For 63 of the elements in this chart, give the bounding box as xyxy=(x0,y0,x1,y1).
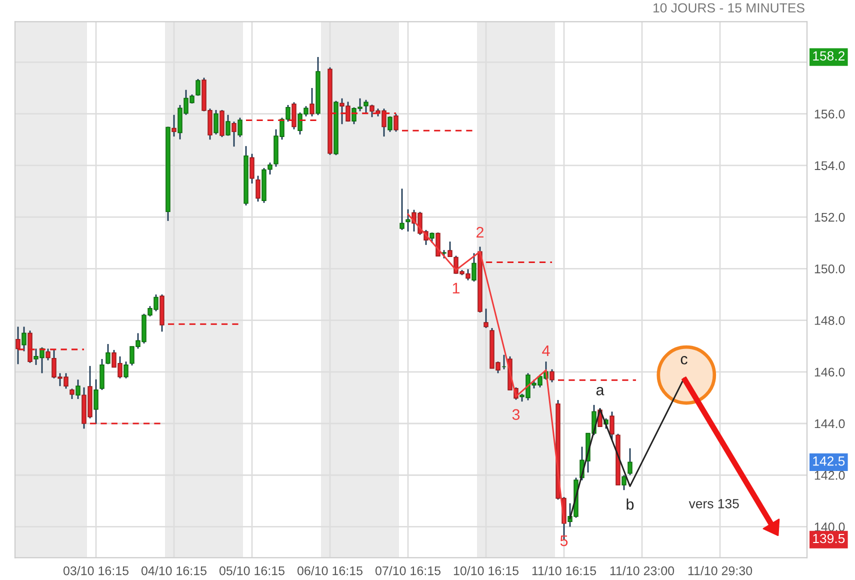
candlestick xyxy=(472,252,476,282)
y-tick-label: 146.0 xyxy=(814,368,845,377)
candlestick xyxy=(94,378,98,425)
annotation: a xyxy=(596,386,604,396)
candlestick xyxy=(268,162,272,176)
candlestick xyxy=(394,113,398,132)
annotation: 3 xyxy=(512,409,520,420)
candlestick xyxy=(292,102,296,130)
x-tick-label: 11/10 16:15 xyxy=(532,566,596,576)
candlestick xyxy=(46,348,50,361)
x-tick-label: 07/10 16:15 xyxy=(375,566,440,576)
annotation: 158.2 xyxy=(813,51,845,61)
annotation: c xyxy=(680,356,688,364)
annotation: 5 xyxy=(560,535,568,546)
candlestick xyxy=(196,78,200,96)
candlestick xyxy=(256,175,260,202)
x-tick-label: 05/10 16:15 xyxy=(219,566,284,576)
x-tick-label: 06/10 16:15 xyxy=(297,566,362,576)
candlestick xyxy=(172,114,176,138)
candlestick xyxy=(484,308,488,329)
candlestick xyxy=(22,326,26,352)
candlestick xyxy=(400,188,404,231)
x-tick-label: 11/10 29:30 xyxy=(688,566,752,576)
candlestick xyxy=(628,448,632,476)
x-tick-label: 04/10 16:15 xyxy=(141,566,206,576)
candlestick xyxy=(76,378,80,400)
annotation: 4 xyxy=(542,345,550,356)
y-tick-label: 152.0 xyxy=(814,212,845,222)
y-tick-label: 148.0 xyxy=(814,316,845,325)
annotation: 142.5 xyxy=(813,456,845,466)
candlestick xyxy=(238,117,242,138)
y-tick-label: 156.0 xyxy=(814,110,845,118)
x-tick-label: 11/10 23:00 xyxy=(610,566,674,576)
x-tick-label: 03/10 16:15 xyxy=(63,566,128,576)
y-tick-label: 142.0 xyxy=(814,470,845,480)
annotation: 2 xyxy=(476,226,484,238)
candlestick xyxy=(406,208,410,232)
x-tick-label: 10/10 16:15 xyxy=(454,566,518,576)
candlestick xyxy=(250,153,254,184)
y-tick-label: 150.0 xyxy=(814,264,845,274)
line-series xyxy=(407,213,565,524)
candlestick xyxy=(124,360,128,380)
candlestick xyxy=(70,388,74,400)
candlestick xyxy=(106,343,110,365)
candlestick xyxy=(610,410,614,441)
y-tick-label: 154.0 xyxy=(814,161,845,170)
candlestick xyxy=(16,326,20,365)
annotation: 1 xyxy=(452,282,460,294)
candlestick xyxy=(100,358,104,391)
candlestick xyxy=(448,240,452,258)
candlestick xyxy=(622,474,626,491)
candlestick xyxy=(310,87,314,118)
chart-title: 10 JOURS - 15 MINUTES xyxy=(654,3,804,13)
candlestick xyxy=(226,114,230,136)
annotation: b xyxy=(626,498,634,510)
annotation: 139.5 xyxy=(813,534,845,544)
candlestick xyxy=(232,120,236,148)
candlestick xyxy=(388,116,392,133)
annotation: vers 135 xyxy=(688,498,739,508)
candlestick xyxy=(550,368,554,383)
candlestick xyxy=(214,109,218,136)
candlestick xyxy=(364,99,368,114)
y-tick-label: 144.0 xyxy=(814,419,845,428)
